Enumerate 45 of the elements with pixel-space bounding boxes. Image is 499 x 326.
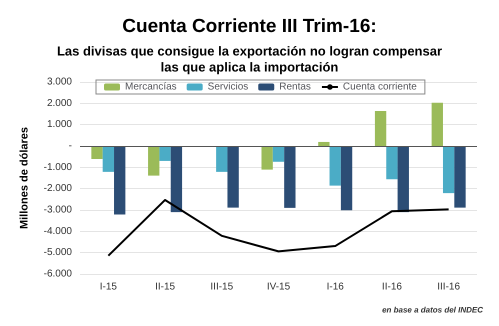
bar — [340, 146, 352, 210]
bar — [148, 146, 160, 176]
y-tick-label: -5.000 — [44, 247, 72, 258]
bar — [398, 146, 409, 212]
x-tick-label: I-15 — [100, 282, 118, 292]
legend-label: Servicios — [208, 82, 248, 92]
y-tick-label: -3.000 — [44, 204, 72, 216]
x-tick-label: III-16 — [437, 282, 460, 292]
legend-label: Mercancías — [125, 82, 177, 92]
line-series — [107, 198, 450, 257]
bar — [159, 146, 171, 161]
y-tick-label: -4.000 — [44, 226, 72, 237]
bar — [284, 146, 296, 208]
bar — [442, 146, 454, 194]
y-tick-label: -6.000 — [44, 268, 72, 280]
bar — [374, 111, 386, 146]
x-tick-label: III-15 — [210, 282, 234, 292]
y-tick-label: - — [68, 140, 72, 152]
bar — [170, 146, 182, 212]
bar — [114, 146, 126, 214]
bar — [216, 146, 228, 172]
y-axis-title: Millones de dólares — [18, 126, 30, 230]
legend-label: Cuenta corriente — [342, 82, 418, 92]
x-tick-label: II-15 — [155, 282, 176, 292]
chart-subtitle: Las divisas que consigue la exportación no logran compensar las que aplica la importación — [56, 44, 442, 74]
x-tick-label: II-16 — [382, 282, 402, 292]
y-tick-label: 1.000 — [46, 119, 72, 130]
legend-label: Rentas — [279, 82, 311, 92]
y-tick-label: -2.000 — [44, 183, 72, 194]
chart-title: Cuenta Corriente III Trim-16: — [122, 16, 377, 37]
bar — [432, 102, 443, 146]
bar — [318, 142, 330, 146]
x-tick-label: I-16 — [326, 282, 344, 292]
bar — [227, 146, 239, 208]
bar — [102, 146, 114, 172]
y-tick-label: 3.000 — [46, 76, 72, 88]
x-tick-label: IV-15 — [266, 282, 291, 292]
bar — [261, 146, 273, 170]
bar — [272, 146, 284, 162]
bar — [454, 146, 466, 208]
bar — [330, 146, 341, 186]
bar — [386, 146, 398, 180]
y-tick-label: 2.000 — [46, 98, 72, 109]
text: en base a datos del INDEC — [382, 306, 484, 314]
y-tick-label: -1.000 — [44, 162, 72, 173]
